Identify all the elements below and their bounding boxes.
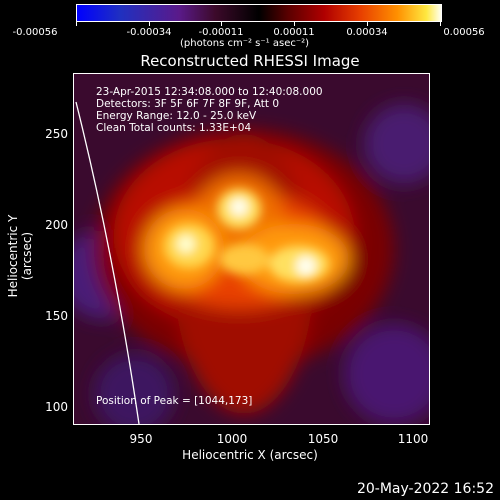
peak-position-label: Position of Peak = [1044,173] [96, 395, 253, 407]
x-axis-title: Heliocentric X (arcsec) [182, 448, 318, 462]
y-axis-title: Heliocentric Y (arcsec) [6, 214, 34, 298]
x-tick-label: 1000 [216, 432, 248, 446]
clean-counts-label: Clean Total counts: 1.33E+04 [96, 122, 252, 134]
colorbar-tick [367, 22, 368, 26]
colorbar-label: 0.00034 [346, 27, 388, 38]
detectors-label: Detectors: 3F 5F 6F 7F 8F 9F, Att 0 [96, 98, 280, 110]
x-tick-label: 950 [129, 432, 153, 446]
y-tick-label: 150 [45, 309, 68, 323]
colorbar-tick [440, 22, 441, 26]
y-tick-label: 100 [45, 400, 68, 414]
time-range-label: 23-Apr-2015 12:34:08.000 to 12:40:08.000 [96, 86, 323, 98]
colorbar-label: 0.00011 [273, 27, 315, 38]
colorbar-label: -0.00034 [126, 27, 172, 38]
rhessi-image: 23-Apr-2015 12:34:08.000 to 12:40:08.000… [73, 73, 430, 425]
colorbar-label: -0.00056 [12, 27, 58, 38]
solar-limb [75, 101, 140, 424]
image-map [74, 74, 429, 424]
x-tick-label: 1050 [307, 432, 339, 446]
energy-range-label: Energy Range: 12.0 - 25.0 keV [96, 110, 257, 122]
colorbar-label: -0.00011 [198, 27, 244, 38]
y-tick-label: 250 [45, 127, 68, 141]
y-tick-label: 200 [45, 218, 68, 232]
colorbar-tick [76, 22, 77, 26]
colorbar [76, 4, 442, 22]
colorbar-units: (photons cm⁻² s⁻¹ asec⁻²) [180, 38, 310, 49]
date-stamp: 20-May-2022 16:52 [356, 481, 494, 497]
colorbar-tick [221, 22, 222, 26]
colorbar-tick [149, 22, 150, 26]
colorbar-label: 0.00056 [443, 27, 485, 38]
colorbar-tick [294, 22, 295, 26]
plot-title: Reconstructed RHESSI Image [140, 52, 360, 70]
x-tick-label: 1100 [397, 432, 429, 446]
